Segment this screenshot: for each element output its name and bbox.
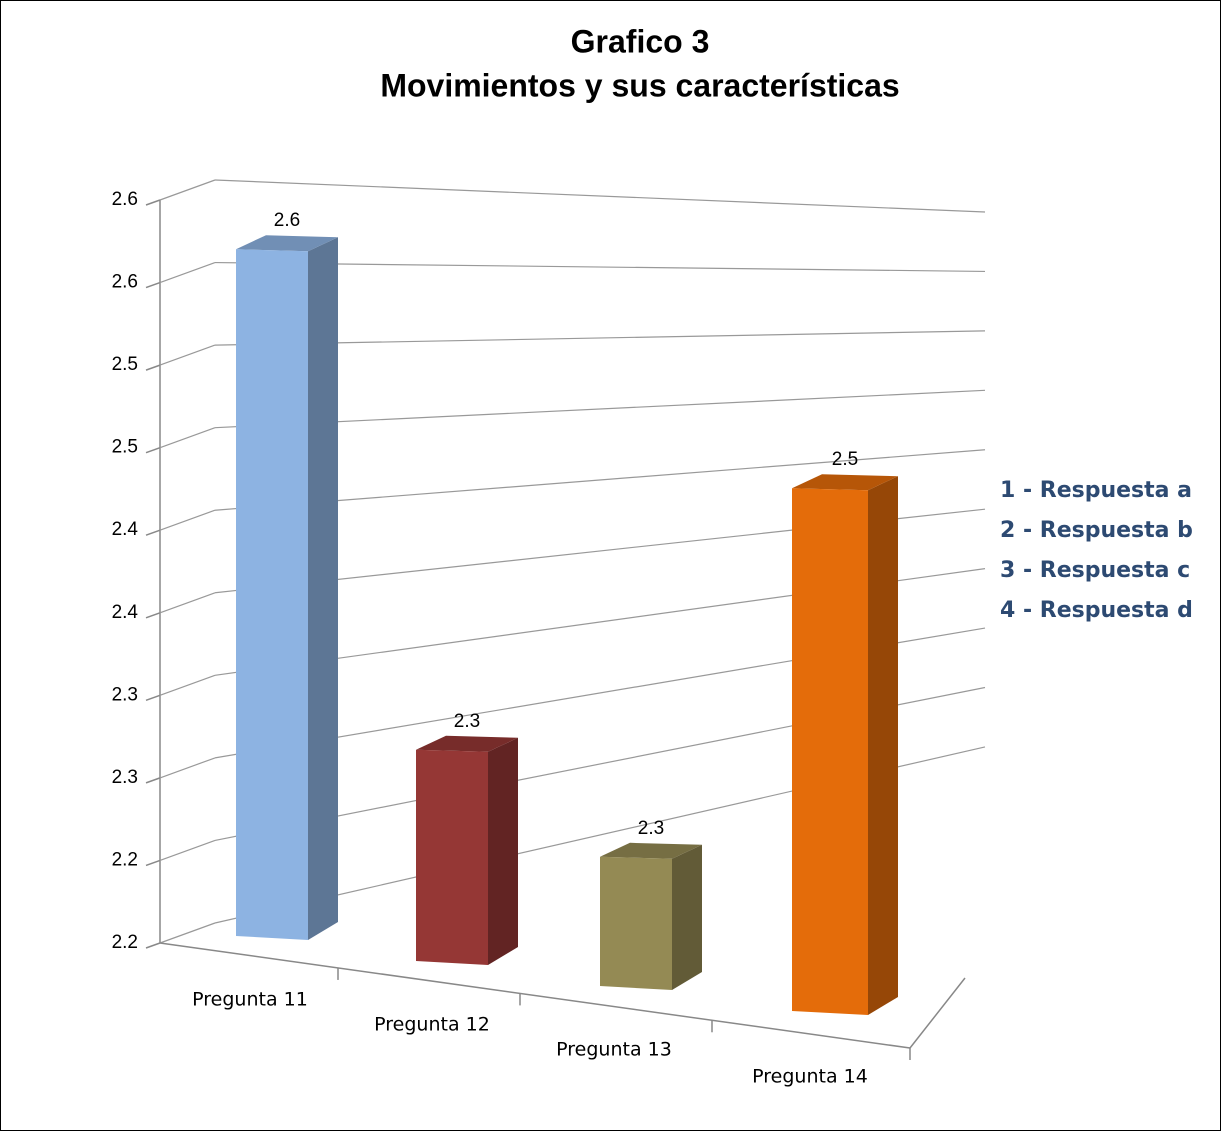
grid-line (214, 261, 986, 273)
y-tick-label: 2.4 (112, 602, 139, 623)
y-tick-label: 2.2 (112, 932, 138, 953)
y-tick-label: 2.3 (112, 767, 138, 788)
x-tick-label: Pregunta 13 (556, 1039, 672, 1061)
grid-line (159, 674, 216, 696)
bar (792, 488, 868, 1015)
bar (600, 856, 672, 990)
grid-line (159, 427, 216, 449)
grid-line (159, 922, 216, 944)
y-tick (145, 281, 161, 289)
y-tick (145, 777, 161, 784)
legend-text: 3 - Respuesta c (1000, 558, 1190, 583)
x-tick-label: Pregunta 14 (752, 1066, 868, 1088)
legend-text: 4 - Respuesta d (1000, 598, 1193, 623)
value-label: 2.5 (832, 449, 858, 470)
chart-title: Grafico 3 (571, 23, 710, 59)
x-tick-label: Pregunta 12 (374, 1014, 490, 1036)
chart-subtitle: Movimientos y sus características (380, 67, 899, 103)
floor-edge (159, 942, 911, 1049)
grid-line (159, 344, 216, 366)
bar-side (868, 476, 898, 1015)
bar-side (488, 737, 518, 965)
value-label: 2.6 (274, 210, 300, 231)
y-tick (145, 859, 161, 867)
y-tick-label: 2.6 (112, 189, 138, 210)
floor-edge (909, 977, 966, 1049)
y-tick (145, 199, 161, 206)
grid-line (159, 509, 216, 531)
bar (416, 749, 488, 965)
y-tick-label: 2.2 (112, 849, 138, 870)
y-tick (145, 446, 161, 454)
grid-line (159, 592, 216, 614)
legend-text: 1 - Respuesta a (1000, 478, 1192, 503)
y-tick (145, 942, 161, 949)
grid-line (159, 261, 216, 284)
grid-line (159, 839, 216, 862)
bar-top (792, 474, 898, 491)
y-tick (145, 694, 161, 702)
grid-line (159, 757, 216, 779)
bar (236, 249, 308, 940)
y-tick (145, 529, 161, 536)
y-tick-label: 2.5 (112, 437, 138, 458)
bar-top (416, 735, 518, 752)
legend-text: 2 - Respuesta b (1000, 518, 1193, 543)
grid-line (214, 179, 986, 213)
bar-top (600, 842, 702, 859)
y-tick-label: 2.5 (112, 354, 138, 375)
bar-side (308, 237, 338, 940)
y-tick-label: 2.4 (112, 519, 139, 540)
grid-line (214, 389, 986, 429)
x-tick-label: Pregunta 11 (192, 989, 308, 1011)
bar-side (672, 844, 702, 990)
bar-top (236, 235, 338, 252)
grid-line (159, 179, 216, 201)
y-tick (145, 612, 161, 619)
value-label: 2.3 (454, 711, 480, 732)
y-tick-label: 2.6 (112, 272, 138, 293)
y-tick-label: 2.3 (112, 684, 138, 705)
y-tick (145, 364, 161, 371)
grid-line (214, 330, 986, 346)
grid-line (214, 449, 986, 511)
value-label: 2.3 (638, 818, 664, 839)
